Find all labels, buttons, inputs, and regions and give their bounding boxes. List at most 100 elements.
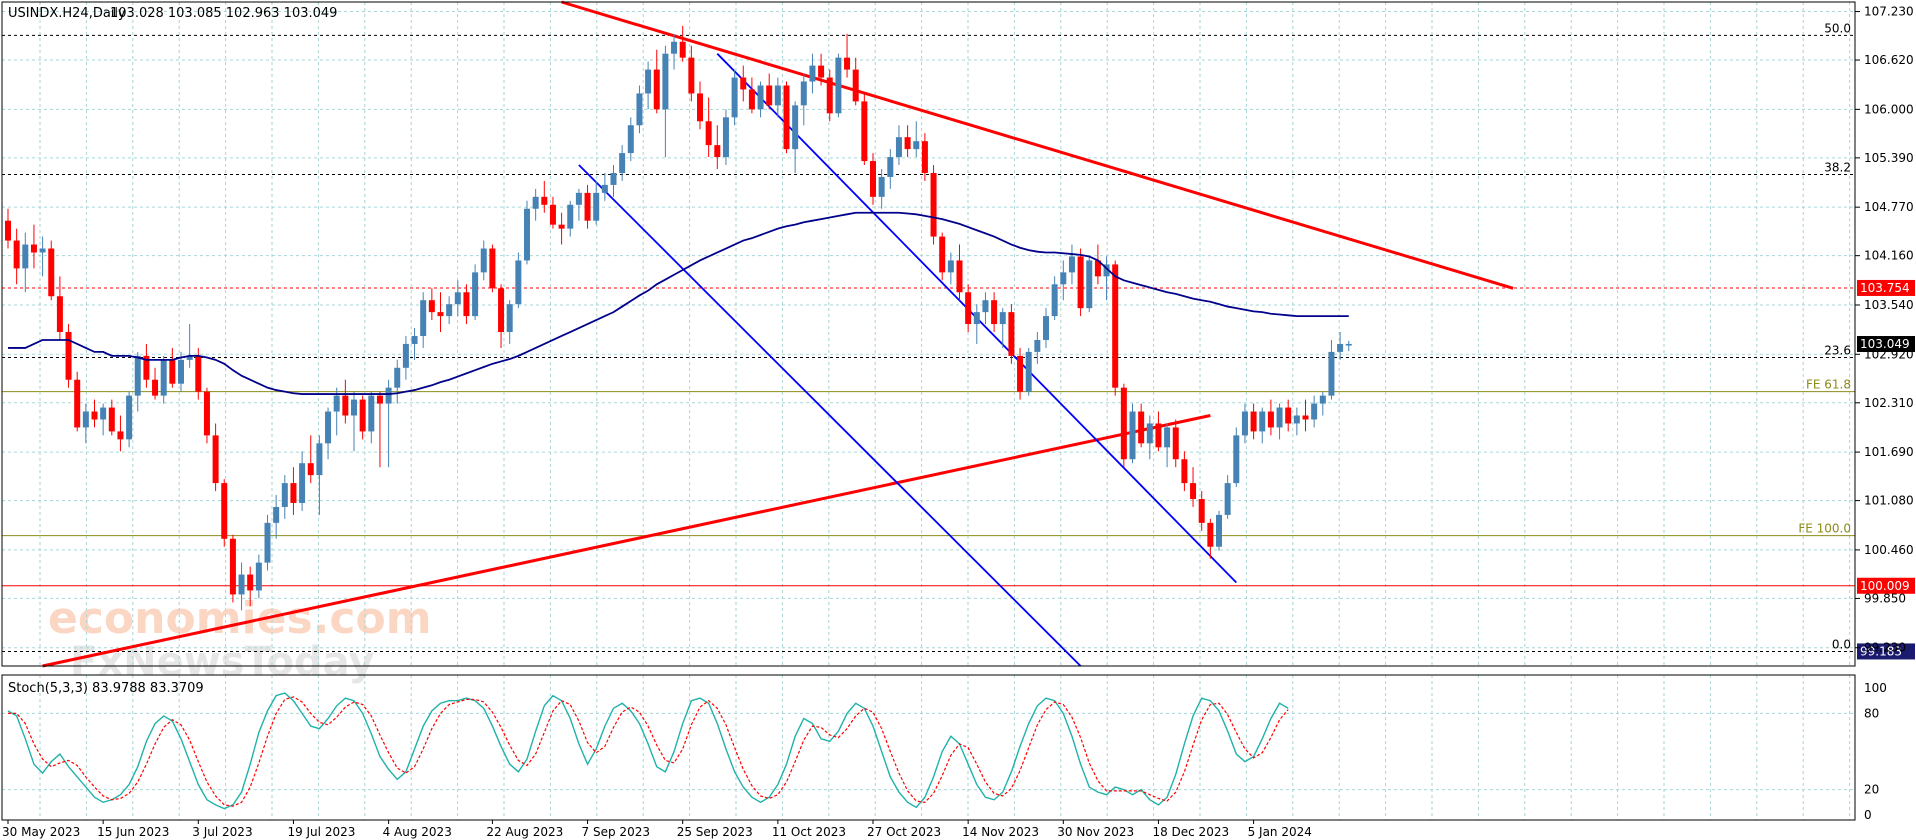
candle-up (134, 355, 141, 396)
candle-down (584, 192, 591, 221)
candle-down (221, 483, 228, 539)
stoch-d-line (8, 696, 1289, 807)
candle-down (965, 292, 972, 325)
candle-up (1233, 435, 1240, 484)
candle-down (1008, 312, 1015, 356)
candle-up (1224, 483, 1231, 515)
candle-down (1155, 423, 1162, 448)
candle-down (437, 312, 444, 317)
main-grid (2, 2, 1855, 666)
candle-up (1328, 351, 1335, 396)
candle-up (1216, 514, 1222, 547)
candle-up (126, 395, 133, 440)
candle-down (991, 300, 998, 325)
candle-down (489, 248, 496, 289)
level-badge (1857, 643, 1915, 660)
price-tick-label: 106.620 (1864, 53, 1914, 67)
candle-down (91, 411, 98, 420)
candle-down (1017, 355, 1024, 392)
candle-up (238, 574, 245, 595)
time-tick-label: 30 Nov 2023 (1057, 825, 1134, 839)
candle-up (316, 443, 323, 476)
candle-down (428, 300, 435, 313)
candle-up (100, 407, 107, 420)
candle-up (411, 335, 418, 344)
stoch-tick-label: 20 (1864, 783, 1879, 797)
stoch-tick-label: 0 (1864, 808, 1872, 822)
candle-up (593, 192, 600, 221)
candle-down (921, 141, 928, 173)
candle-down (1094, 260, 1101, 277)
price-tick-label: 104.160 (1864, 249, 1914, 263)
candle-up (1293, 415, 1300, 424)
candle-up (1086, 260, 1093, 309)
candle-down (1207, 522, 1214, 547)
candle-up (1345, 343, 1352, 346)
price-tick-label: 99.230 (1864, 641, 1906, 655)
candle-up (982, 300, 989, 313)
candle-up (532, 196, 539, 209)
candle-up (394, 367, 401, 388)
level-badge-text: 100.009 (1860, 579, 1910, 593)
candle-up (325, 411, 332, 444)
candle-up (446, 304, 453, 317)
time-tick-label: 22 Aug 2023 (486, 825, 563, 839)
candle-down (1285, 407, 1292, 424)
time-tick-label: 19 Jul 2023 (287, 825, 355, 839)
level-label: 23.6 (1824, 343, 1851, 357)
candle-down (939, 236, 946, 273)
candle-up (913, 141, 920, 150)
price-tick-label: 104.770 (1864, 200, 1914, 214)
candles (5, 25, 1352, 611)
candle-down (904, 137, 911, 150)
candle-down (1120, 387, 1127, 460)
candle-up (178, 359, 184, 384)
candle-up (1051, 284, 1058, 317)
candle-up (619, 153, 626, 173)
candle-up (1259, 411, 1266, 432)
price-tick-label: 107.230 (1864, 5, 1914, 19)
price-tick-label: 103.540 (1864, 298, 1914, 312)
candle-up (895, 137, 902, 158)
candle-down (818, 65, 825, 78)
candle-up (809, 65, 816, 82)
candle-down (861, 101, 868, 162)
time-tick-label: 14 Nov 2023 (962, 825, 1039, 839)
channel-lower-line (578, 164, 1082, 667)
candle-down (740, 77, 747, 90)
candle-down (48, 248, 55, 297)
candle-down (376, 395, 383, 404)
candle-up (186, 355, 193, 360)
candle-up (645, 69, 652, 94)
candle-up (1276, 407, 1283, 428)
level-label: FE 100.0 (1798, 522, 1851, 536)
price-tick-label: 99.850 (1864, 591, 1906, 605)
level-label: 38.2 (1824, 161, 1851, 175)
candle-up (887, 157, 894, 177)
candle-down (844, 57, 851, 70)
candle-down (748, 89, 755, 110)
candle-down (247, 574, 254, 591)
candle-down (653, 69, 660, 110)
candle-up (774, 85, 781, 106)
main-panel-frame (1, 1, 1856, 667)
candle-down (1138, 411, 1145, 444)
stoch-tick-label: 80 (1864, 706, 1879, 720)
candle-up (567, 204, 574, 229)
candle-down (13, 240, 20, 269)
candle-up (800, 81, 807, 106)
candle-down (697, 93, 703, 122)
candle-up (351, 399, 357, 416)
candle-up (1146, 423, 1153, 444)
price-tick-label: 101.080 (1864, 494, 1914, 508)
candle-down (783, 85, 790, 150)
price-tick-label: 102.310 (1864, 396, 1914, 410)
level-label: 50.0 (1824, 21, 1851, 35)
candle-up (601, 184, 608, 193)
level-badge (1857, 577, 1915, 594)
candle-down (1112, 264, 1119, 388)
candle-down (826, 77, 833, 114)
price-axis: 103.754 100.009 99.183 107.230 106.620 106.00… (1855, 5, 1915, 822)
level-badge-text: 99.183 (1860, 644, 1902, 658)
